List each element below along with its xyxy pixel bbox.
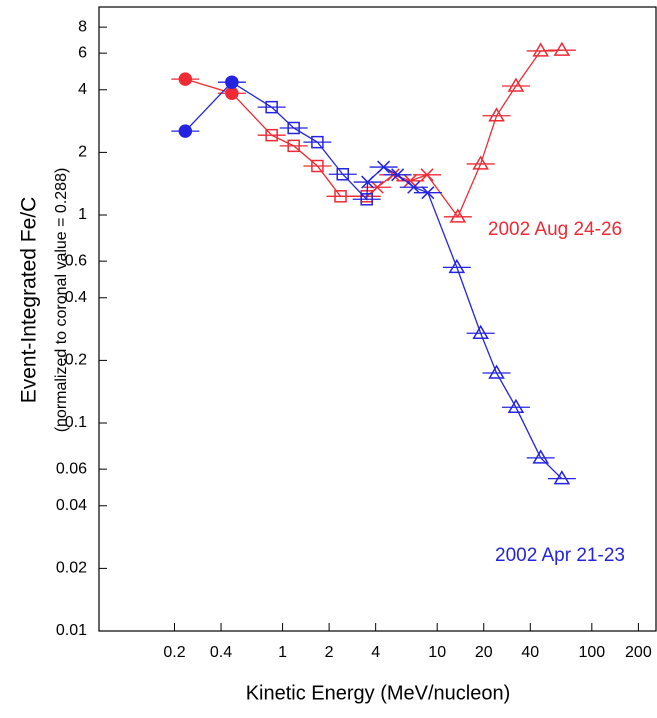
- y-tick-label: 4: [78, 81, 87, 98]
- point: [311, 159, 324, 173]
- y-tick-label: 0.2: [65, 352, 87, 369]
- point: [507, 77, 525, 92]
- series-label: 2002 Aug 24-26: [488, 219, 622, 240]
- x-tick-label: 100: [578, 644, 605, 661]
- y-tick-label: 0.01: [56, 622, 87, 639]
- point: [265, 128, 278, 142]
- y-tick-label: 0.04: [56, 497, 87, 514]
- point: [265, 100, 278, 114]
- point: [449, 208, 467, 223]
- x-tick-label: 40: [521, 644, 539, 661]
- point: [553, 470, 571, 485]
- x-tick-label: 4: [371, 644, 380, 661]
- series-line: [184, 81, 563, 480]
- x-tick-label: 200: [625, 644, 652, 661]
- x-axis-label: Kinetic Energy (MeV/nucleon): [246, 682, 511, 704]
- point: [334, 190, 347, 203]
- x-tick-label: 0.4: [210, 644, 232, 661]
- point: [287, 121, 300, 135]
- point: [287, 139, 300, 153]
- y-tick-label: 0.06: [56, 460, 87, 477]
- point: [178, 124, 193, 138]
- point: [336, 168, 349, 181]
- point: [553, 41, 571, 56]
- y-tick-label: 0.02: [56, 560, 87, 577]
- point: [421, 186, 435, 200]
- point: [178, 72, 193, 86]
- y-tick-label: 1: [78, 206, 87, 223]
- point: [488, 107, 505, 122]
- point: [370, 180, 384, 194]
- point: [391, 168, 405, 182]
- y-tick-label: 6: [78, 44, 87, 61]
- x-tick-label: 1: [278, 644, 287, 661]
- x-tick-label: 2: [325, 644, 334, 661]
- point: [225, 75, 239, 89]
- y-tick-label: 0.4: [65, 289, 87, 306]
- point: [532, 42, 550, 57]
- x-tick-label: 0.2: [163, 644, 185, 661]
- point: [361, 175, 375, 189]
- y-tick-label: 8: [78, 18, 87, 35]
- x-tick-label: 20: [475, 644, 493, 661]
- point: [532, 449, 550, 464]
- series-label: 2002 Apr 21-23: [495, 545, 625, 566]
- point: [472, 155, 489, 170]
- y-axis-label: Event-Integrated Fe/C: [18, 197, 41, 404]
- point: [311, 135, 324, 149]
- plot-frame: [98, 6, 657, 632]
- point: [507, 398, 525, 414]
- point: [420, 168, 434, 182]
- point: [448, 258, 466, 274]
- y-tick-label: 2: [78, 144, 87, 161]
- point: [488, 364, 505, 379]
- point: [360, 193, 373, 206]
- y-axis-sublabel: (normalized to coronal value = 0.288): [53, 168, 70, 433]
- point: [377, 160, 391, 174]
- point: [403, 174, 417, 188]
- point: [407, 180, 421, 194]
- point: [225, 86, 239, 100]
- x-tick-label: 10: [428, 644, 446, 661]
- point: [472, 324, 489, 340]
- y-tick-label: 0.1: [65, 414, 87, 431]
- y-tick-label: 0.6: [65, 252, 87, 269]
